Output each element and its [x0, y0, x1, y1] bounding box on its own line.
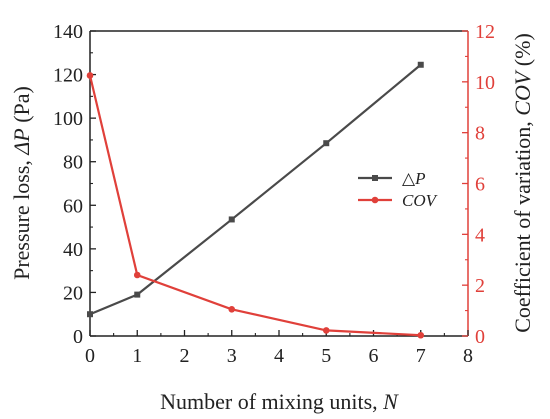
y-left-tick-label: 20	[63, 282, 83, 304]
y-left-tick-label: 140	[53, 21, 83, 43]
x-tick-label: 3	[227, 345, 237, 367]
y-axis-right-title-symbol: COV	[510, 69, 535, 116]
x-tick-label: 2	[180, 345, 190, 367]
series-2-point	[322, 327, 330, 334]
y-right-tick-label: 8	[475, 123, 485, 145]
series-1-point	[417, 61, 424, 68]
series-2-point	[228, 306, 236, 313]
legend-marker	[371, 196, 379, 204]
y-right-tick-label: 6	[475, 174, 485, 196]
y-right-tick-label: 4	[475, 224, 485, 246]
series-2-point	[86, 72, 94, 79]
x-tick-label: 7	[416, 345, 426, 367]
y-axis-right-title-text: Coefficient of variation,	[510, 116, 535, 333]
y-axis-left: 0 20 40 60 80 100 120 140	[53, 21, 96, 348]
legend-marker	[372, 175, 378, 181]
legend: △P COV	[358, 169, 439, 210]
x-axis-title-symbol: N	[382, 389, 399, 414]
x-tick-label: 6	[369, 345, 379, 367]
x-axis: 0 1 2 3 4 5 6 7 8	[85, 330, 473, 367]
y-left-tick-label: 60	[63, 195, 83, 217]
series-1-point	[134, 291, 141, 298]
x-tick-label: 4	[274, 345, 284, 367]
y-right-tick-label: 12	[475, 21, 495, 43]
y-left-tick-label: 0	[73, 326, 83, 348]
y-axis-left-title: Pressure loss, ΔP (Pa)	[9, 86, 34, 280]
x-tick-label: 0	[85, 345, 95, 367]
series-2-point	[133, 271, 141, 279]
y-right-tick-label: 0	[475, 326, 485, 348]
y-left-tick-label: 100	[53, 108, 83, 130]
series-1-point	[228, 216, 235, 223]
y-axis-right: 0 2 4 6 8 10 12	[462, 21, 495, 348]
y-axis-right-title-unit: (%)	[510, 33, 535, 71]
y-left-tick-label: 120	[53, 65, 83, 87]
series-1-point	[87, 311, 93, 318]
y-left-tick-label: 80	[63, 152, 83, 174]
y-axis-left-title-text: Pressure loss,	[9, 155, 34, 280]
y-right-tick-label: 10	[475, 72, 495, 94]
x-tick-label: 8	[463, 345, 473, 367]
x-axis-title-text: Number of mixing units,	[160, 389, 383, 414]
y-axis-left-title-unit: (Pa)	[9, 86, 34, 128]
y-right-tick-label: 2	[475, 275, 485, 297]
x-tick-label: 1	[132, 345, 142, 367]
x-tick-label: 5	[321, 345, 331, 367]
series-layer	[86, 61, 425, 339]
series-1-point	[323, 140, 330, 147]
y-axis-right-title: Coefficient of variation, COV (%)	[510, 33, 535, 333]
legend-label: △P	[402, 169, 425, 188]
x-axis-title: Number of mixing units, N	[160, 389, 399, 414]
series-2	[86, 72, 425, 339]
series-1	[87, 61, 424, 318]
y-axis-left-title-symbol: ΔP	[9, 128, 34, 155]
series-2-point	[417, 331, 425, 339]
legend-label: COV	[402, 191, 439, 210]
y-left-tick-label: 40	[63, 239, 83, 261]
